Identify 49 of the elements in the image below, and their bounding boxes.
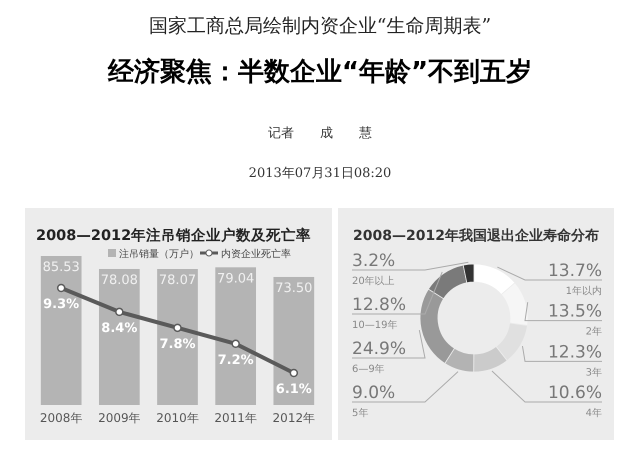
bar [98,268,140,405]
data-label: 8.4% [101,320,138,336]
bar [273,276,314,405]
bar [40,256,82,405]
chart-title: 2008—2012年注吊销企业户数及死亡率 [36,226,312,244]
x-tick-label: 2012年 [272,411,316,425]
data-label: 73.50 [275,280,312,296]
data-label: 10.6% [548,383,602,403]
point [173,324,182,332]
bar [157,268,198,405]
legend-label: 内资企业死亡率 [221,248,291,260]
data-label: 3.2% [352,251,396,271]
data-label: 7.2% [218,352,254,368]
text: 记者 成 慧 [268,126,372,141]
point [231,340,240,348]
data-label: 12.8% [352,295,406,315]
slice-label: 6—9年 [352,363,385,375]
data-label: 85.53 [42,260,80,275]
point [290,368,298,378]
data-label: 9.0% [352,383,396,403]
data-label: 79.04 [217,271,254,286]
data-label: 24.9% [352,339,406,359]
data-label: 13.5% [548,302,602,322]
data-label: 7.8% [159,336,196,352]
data-label: 78.08 [100,272,138,288]
data-label: 13.7% [548,261,602,281]
text: 国家工商总局绘制内资企业“生命周期表” [148,15,492,37]
data-label: 12.3% [548,342,602,362]
x-tick-label: 2010年 [156,411,199,425]
legend-label: 注吊销量（万户） [119,248,199,260]
slice-label: 3年 [586,366,602,378]
data-label: 78.07 [158,272,196,288]
bar [215,267,256,405]
slice-label: 5年 [352,407,368,419]
slice-label: 4年 [586,407,602,419]
point [56,284,66,292]
text: 经济聚焦：半数企业“年龄”不到五岁 [106,57,532,87]
slice-label: 10—19年 [352,319,398,331]
data-label: 9.3% [43,297,80,312]
point [115,308,124,316]
chart-title: 2008—2012年我国退出企业寿命分布 [353,227,599,244]
x-tick-label: 2011年 [214,411,257,425]
x-tick-label: 2009年 [98,411,141,425]
data-label: 6.1% [276,382,312,397]
slice-label: 20年以上 [352,275,395,287]
slice-label: 2年 [586,326,602,338]
x-tick-label: 2008年 [40,411,82,425]
text: 2013年07月31日08:20 [248,166,392,181]
slice-label: 1年以内 [566,285,602,297]
